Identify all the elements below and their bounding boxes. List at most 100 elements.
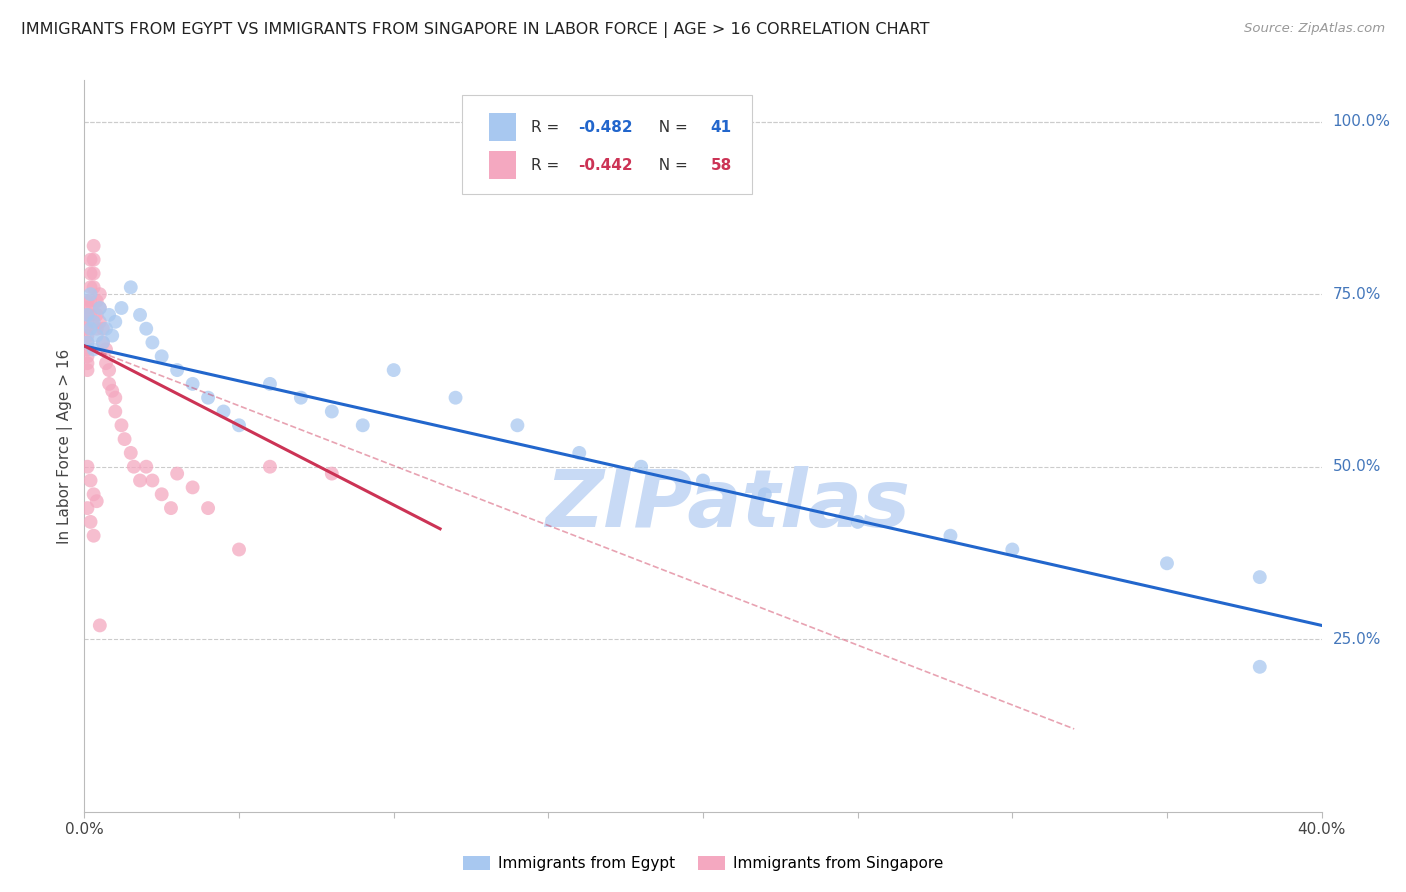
Point [76, 315, 98, 329]
Text: 41: 41 [710, 120, 731, 135]
Point [101, 384, 124, 398]
Point [259, 459, 281, 474]
Point [76, 363, 98, 377]
Point [91, 335, 114, 350]
Point [76, 308, 98, 322]
Y-axis label: In Labor Force | Age > 16: In Labor Force | Age > 16 [58, 349, 73, 543]
Point [86, 321, 108, 335]
Point [83, 487, 105, 501]
FancyBboxPatch shape [489, 113, 516, 141]
Point [321, 467, 343, 481]
Text: R =: R = [531, 120, 564, 135]
Point [228, 542, 250, 557]
Point [114, 432, 136, 446]
Text: R =: R = [531, 158, 564, 173]
Point [79, 267, 101, 281]
Point [129, 308, 152, 322]
Point [181, 480, 204, 494]
Point [1001, 542, 1024, 557]
Point [98, 308, 121, 322]
Point [76, 335, 98, 350]
Point [568, 446, 591, 460]
Point [76, 321, 98, 335]
Point [1249, 660, 1271, 674]
Point [101, 328, 124, 343]
Point [79, 252, 101, 267]
Point [83, 239, 105, 253]
Point [94, 356, 117, 370]
Point [76, 459, 98, 474]
Point [86, 328, 108, 343]
Point [104, 391, 127, 405]
Point [83, 252, 105, 267]
Point [91, 321, 114, 335]
Text: Source: ZipAtlas.com: Source: ZipAtlas.com [1244, 22, 1385, 36]
Point [120, 446, 142, 460]
Point [89, 301, 111, 315]
Point [104, 404, 127, 418]
Text: 50.0%: 50.0% [1333, 459, 1381, 475]
Point [76, 308, 98, 322]
Point [91, 335, 114, 350]
Point [444, 391, 467, 405]
Point [79, 287, 101, 301]
Point [89, 315, 111, 329]
Point [212, 404, 235, 418]
Point [89, 301, 111, 315]
Point [86, 294, 108, 309]
Point [76, 335, 98, 350]
Point [166, 467, 188, 481]
Point [1156, 557, 1178, 571]
Point [76, 349, 98, 363]
Point [79, 474, 101, 488]
Legend: Immigrants from Egypt, Immigrants from Singapore: Immigrants from Egypt, Immigrants from S… [457, 850, 949, 877]
Text: 58: 58 [710, 158, 731, 173]
FancyBboxPatch shape [489, 152, 516, 179]
Point [228, 418, 250, 433]
Text: ZIPatlas: ZIPatlas [546, 466, 910, 543]
Point [259, 376, 281, 391]
Point [321, 404, 343, 418]
Text: -0.482: -0.482 [578, 120, 633, 135]
Point [692, 474, 714, 488]
Text: 75.0%: 75.0% [1333, 286, 1381, 301]
Point [382, 363, 405, 377]
Point [79, 308, 101, 322]
Point [79, 515, 101, 529]
Point [630, 459, 652, 474]
Point [76, 328, 98, 343]
Point [89, 287, 111, 301]
Point [76, 343, 98, 357]
Point [150, 349, 173, 363]
Point [506, 418, 529, 433]
Point [197, 501, 219, 516]
Point [141, 474, 163, 488]
Point [94, 321, 117, 335]
Point [98, 376, 121, 391]
Point [79, 280, 101, 294]
Point [76, 501, 98, 516]
Point [120, 280, 142, 294]
Point [83, 280, 105, 294]
Point [181, 376, 204, 391]
Point [86, 308, 108, 322]
Text: N =: N = [648, 158, 692, 173]
Point [166, 363, 188, 377]
Point [76, 294, 98, 309]
Point [83, 343, 105, 357]
Text: 100.0%: 100.0% [1333, 114, 1391, 129]
Point [846, 515, 869, 529]
Point [150, 487, 173, 501]
Point [754, 487, 776, 501]
Point [939, 529, 962, 543]
Point [290, 391, 312, 405]
Point [104, 315, 127, 329]
Point [129, 474, 152, 488]
Text: N =: N = [648, 120, 692, 135]
Point [122, 459, 145, 474]
Point [160, 501, 183, 516]
Point [141, 335, 163, 350]
Point [94, 343, 117, 357]
Text: 25.0%: 25.0% [1333, 632, 1381, 647]
Point [135, 321, 157, 335]
